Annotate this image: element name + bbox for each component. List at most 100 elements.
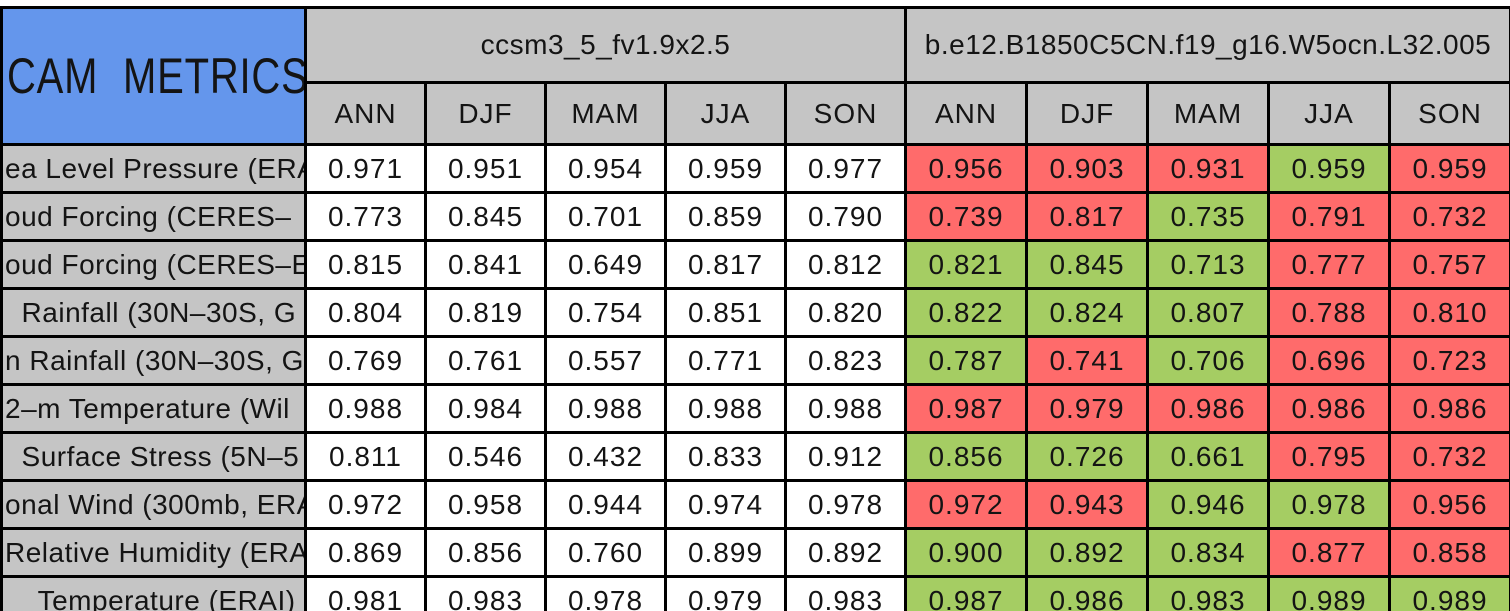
metric-value-model2: 0.946 <box>1146 479 1271 530</box>
season-header-m1-son: SON <box>783 81 908 146</box>
metric-value-model2: 0.900 <box>904 527 1029 578</box>
metric-value-model2: 0.903 <box>1025 143 1150 194</box>
metric-value-model2: 0.735 <box>1146 191 1271 242</box>
season-header-m2-mam: MAM <box>1146 81 1271 146</box>
metric-value-model2: 0.732 <box>1388 431 1510 482</box>
row-label-cell: oud Forcing (CERES–E <box>0 239 307 290</box>
metric-value-model2: 0.931 <box>1146 143 1271 194</box>
metric-value-model2: 0.713 <box>1146 239 1271 290</box>
table-row: oud Forcing (CERES–E 0.815 0.841 0.649 0.817… <box>0 239 1510 290</box>
metric-value-model1: 0.771 <box>664 335 787 386</box>
metric-value-model2: 0.732 <box>1388 191 1510 242</box>
metric-value-model1: 0.760 <box>544 527 667 578</box>
metric-value-model2: 0.978 <box>1267 479 1392 530</box>
season-header-m2-ann: ANN <box>904 81 1029 146</box>
season-header-m2-djf: DJF <box>1025 81 1150 146</box>
row-label-cell: 2–m Temperature (Wil <box>0 383 307 434</box>
metric-value-model1: 0.944 <box>544 479 667 530</box>
season-header-m1-jja: JJA <box>664 81 787 146</box>
metric-value-model2: 0.986 <box>1388 383 1510 434</box>
metric-value-model2: 0.821 <box>904 239 1029 290</box>
metric-value-model2: 0.989 <box>1267 575 1392 611</box>
metric-value-model2: 0.741 <box>1025 335 1150 386</box>
metric-value-model1: 0.988 <box>783 383 908 434</box>
metric-value-model1: 0.974 <box>664 479 787 530</box>
metric-value-model1: 0.983 <box>424 575 547 611</box>
metric-value-model1: 0.951 <box>424 143 547 194</box>
row-label: oud Forcing (CERES– <box>5 201 292 232</box>
table-title: CAM METRICS <box>7 48 306 104</box>
metric-value-model2: 0.959 <box>1267 143 1392 194</box>
model-header-1: ccsm3_5_fv1.9x2.5 <box>303 6 908 84</box>
metric-value-model2: 0.787 <box>904 335 1029 386</box>
metric-value-model1: 0.557 <box>544 335 667 386</box>
metric-value-model2: 0.979 <box>1025 383 1150 434</box>
row-label: ea Level Pressure (ERA <box>5 153 304 184</box>
metric-value-model2: 0.972 <box>904 479 1029 530</box>
row-label: n Rainfall (30N–30S, G <box>5 345 304 376</box>
metric-value-model2: 0.661 <box>1146 431 1271 482</box>
metric-value-model1: 0.432 <box>544 431 667 482</box>
metric-value-model2: 0.858 <box>1388 527 1510 578</box>
metric-value-model2: 0.956 <box>1388 479 1510 530</box>
row-label: 2–m Temperature (Wil <box>5 393 290 424</box>
metric-value-model1: 0.988 <box>544 383 667 434</box>
table-row: 2–m Temperature (Wil 0.988 0.984 0.988 0.988… <box>0 383 1510 434</box>
model-header-row: CAM METRICS ccsm3_5_fv1.9x2.5 b.e12.B185… <box>0 6 1510 146</box>
table-row: Temperature (ERAI) 0.981 0.983 0.978 0.979 0.… <box>0 575 1510 611</box>
metric-value-model2: 0.777 <box>1267 239 1392 290</box>
table-row: Rainfall (30N–30S, G 0.804 0.819 0.754 0.851… <box>0 287 1510 338</box>
metric-value-model2: 0.739 <box>904 191 1029 242</box>
metric-value-model2: 0.986 <box>1146 383 1271 434</box>
row-label: Surface Stress (5N–5 <box>5 441 300 472</box>
metric-value-model2: 0.845 <box>1025 239 1150 290</box>
metric-value-model2: 0.696 <box>1267 335 1392 386</box>
metric-value-model1: 0.981 <box>304 575 427 611</box>
metric-value-model1: 0.972 <box>304 479 427 530</box>
row-label-cell: Rainfall (30N–30S, G <box>0 287 307 338</box>
metric-value-model2: 0.791 <box>1267 191 1392 242</box>
table-row: n Rainfall (30N–30S, G 0.769 0.761 0.557 0.7… <box>0 335 1510 386</box>
row-label: Relative Humidity (ERAI <box>5 537 304 568</box>
metric-value-model1: 0.773 <box>304 191 427 242</box>
cam-metrics-table: CAM METRICS ccsm3_5_fv1.9x2.5 b.e12.B185… <box>0 6 1510 611</box>
metric-value-model1: 0.959 <box>664 143 787 194</box>
season-header-row: ANN DJF MAM JJA SON ANN DJF MAM JJA SON <box>2 81 1510 146</box>
metric-value-model2: 0.824 <box>1025 287 1150 338</box>
metric-value-model1: 0.988 <box>304 383 427 434</box>
metric-value-model2: 0.983 <box>1146 575 1271 611</box>
metric-value-model1: 0.983 <box>783 575 908 611</box>
row-label: oud Forcing (CERES–E <box>5 249 304 280</box>
metric-value-model1: 0.977 <box>783 143 908 194</box>
row-label-cell: Temperature (ERAI) <box>0 575 307 611</box>
metric-value-model2: 0.817 <box>1025 191 1150 242</box>
metric-value-model2: 0.795 <box>1267 431 1392 482</box>
metric-value-model1: 0.823 <box>783 335 908 386</box>
metric-value-model2: 0.989 <box>1388 575 1510 611</box>
metric-value-model1: 0.859 <box>664 191 787 242</box>
metric-value-model1: 0.833 <box>664 431 787 482</box>
metric-value-model1: 0.819 <box>424 287 547 338</box>
metric-value-model1: 0.978 <box>544 575 667 611</box>
metric-value-model1: 0.979 <box>664 575 787 611</box>
table-row: Relative Humidity (ERAI 0.869 0.856 0.760 0.… <box>0 527 1510 578</box>
metric-value-model1: 0.701 <box>544 191 667 242</box>
metric-value-model2: 0.706 <box>1146 335 1271 386</box>
metric-value-model1: 0.899 <box>664 527 787 578</box>
metric-value-model1: 0.869 <box>304 527 427 578</box>
table-row: ea Level Pressure (ERA 0.971 0.951 0.954 0.9… <box>0 143 1510 194</box>
metric-value-model2: 0.726 <box>1025 431 1150 482</box>
metric-value-model2: 0.956 <box>904 143 1029 194</box>
row-label-cell: oud Forcing (CERES– <box>0 191 307 242</box>
metric-value-model1: 0.761 <box>424 335 547 386</box>
metric-value-model1: 0.845 <box>424 191 547 242</box>
metric-value-model1: 0.649 <box>544 239 667 290</box>
metric-value-model1: 0.754 <box>544 287 667 338</box>
season-header-m2-jja: JJA <box>1267 81 1392 146</box>
row-label: Temperature (ERAI) <box>5 585 296 611</box>
row-label-cell: Surface Stress (5N–5 <box>0 431 307 482</box>
metric-value-model2: 0.959 <box>1388 143 1510 194</box>
table-row: oud Forcing (CERES– 0.773 0.845 0.701 0.859 0… <box>0 191 1510 242</box>
row-label-cell: n Rainfall (30N–30S, G <box>0 335 307 386</box>
metric-value-model2: 0.834 <box>1146 527 1271 578</box>
